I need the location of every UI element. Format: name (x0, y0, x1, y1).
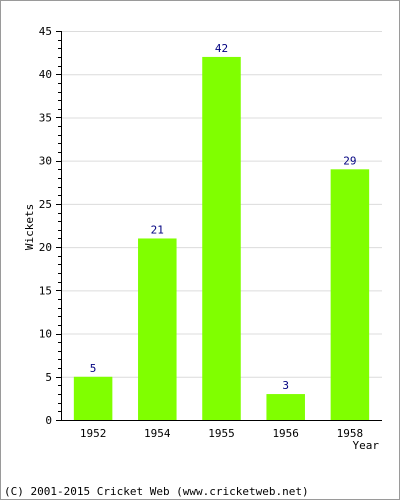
x-axis-title: Year (353, 439, 380, 452)
y-tick-label-20: 20 (39, 241, 52, 254)
copyright-footer: (C) 2001-2015 Cricket Web (www.cricketwe… (4, 485, 309, 498)
bars (73, 56, 370, 420)
x-tick-label-1955: 1955 (208, 427, 235, 440)
bar-1952 (73, 376, 113, 420)
data-label-1954: 21 (151, 223, 164, 236)
bar-1955 (202, 56, 241, 420)
y-tick-label-35: 35 (39, 111, 52, 124)
x-tick-label-1956: 1956 (272, 427, 299, 440)
x-tick-label-1952: 1952 (80, 427, 107, 440)
y-tick-label-25: 25 (39, 198, 52, 211)
y-tick-label-5: 5 (45, 371, 52, 384)
y-tick-label-0: 0 (45, 414, 52, 427)
bar-1958 (330, 169, 370, 420)
y-tick-labels: 0 5 10 15 20 25 30 35 40 45 (39, 25, 52, 427)
bar-1954 (138, 238, 177, 420)
x-tick-label-1958: 1958 (337, 427, 364, 440)
data-label-1958: 29 (343, 154, 356, 167)
y-tick-label-10: 10 (39, 328, 52, 341)
y-tick-label-15: 15 (39, 284, 52, 297)
data-labels: 5 21 42 3 29 (90, 42, 357, 392)
x-tick-label-1954: 1954 (144, 427, 171, 440)
bar-1956 (266, 394, 305, 420)
axes (56, 31, 382, 421)
data-label-1955: 42 (215, 42, 228, 55)
data-label-1952: 5 (90, 362, 97, 375)
y-axis-title: Wickets (23, 204, 36, 250)
y-tick-label-30: 30 (39, 155, 52, 168)
y-tick-label-40: 40 (39, 68, 52, 81)
data-label-1956: 3 (282, 379, 289, 392)
x-tick-labels: 1952 1954 1955 1956 1958 (80, 427, 363, 440)
y-tick-label-45: 45 (39, 25, 52, 38)
